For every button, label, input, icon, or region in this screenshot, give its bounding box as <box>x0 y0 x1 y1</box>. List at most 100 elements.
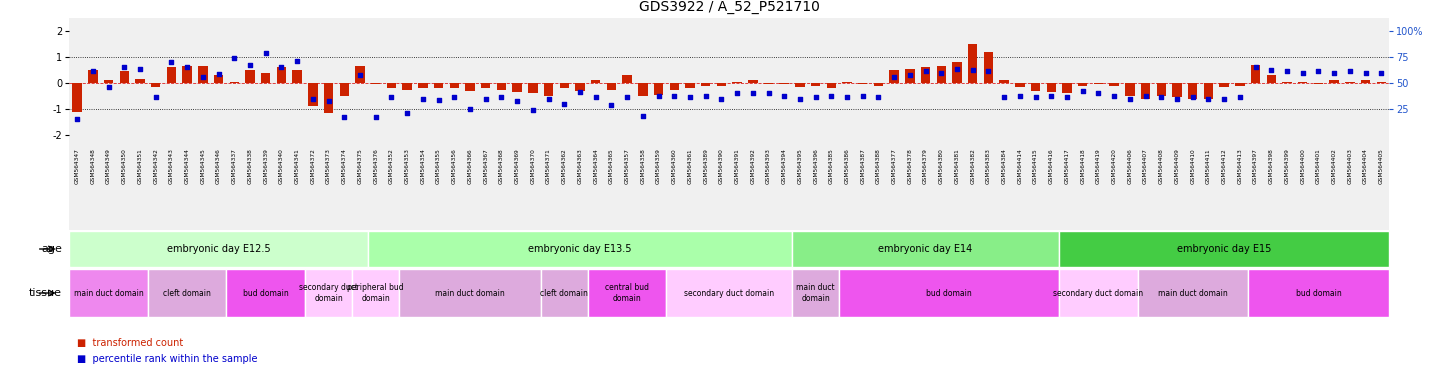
Bar <box>1015 83 1025 87</box>
Bar <box>355 66 365 83</box>
Point <box>679 94 702 100</box>
Text: secondary duct
domain: secondary duct domain <box>299 283 358 303</box>
Text: ■  transformed count: ■ transformed count <box>77 338 183 348</box>
Point <box>1307 68 1330 74</box>
Point <box>1118 96 1141 102</box>
Point <box>631 113 654 119</box>
Bar <box>1346 82 1354 83</box>
Bar <box>812 83 820 86</box>
Text: main duct domain: main duct domain <box>1158 288 1227 298</box>
Bar <box>1060 269 1138 317</box>
Bar <box>700 83 710 86</box>
Point <box>396 110 419 116</box>
Bar <box>182 66 192 83</box>
Bar <box>529 83 537 93</box>
Point <box>1197 96 1220 102</box>
Bar <box>1060 231 1389 267</box>
Text: main duct
domain: main duct domain <box>796 283 835 303</box>
Point <box>1213 96 1236 102</box>
Point <box>836 94 859 100</box>
Point <box>1339 68 1362 74</box>
Point <box>725 90 748 96</box>
Point <box>443 94 466 100</box>
Bar <box>1235 83 1245 86</box>
Point <box>553 101 576 107</box>
Bar <box>368 231 793 267</box>
Bar <box>1298 82 1307 83</box>
Bar <box>305 269 352 317</box>
Bar <box>796 83 804 87</box>
Point <box>412 96 435 102</box>
Text: peripheral bud
domain: peripheral bud domain <box>348 283 404 303</box>
Bar <box>1047 83 1056 92</box>
Bar <box>387 83 396 88</box>
Point <box>788 96 812 102</box>
Bar <box>227 269 305 317</box>
Point <box>898 72 921 78</box>
Bar <box>588 269 666 317</box>
Bar <box>839 269 1060 317</box>
Point <box>1181 94 1204 100</box>
Point <box>741 90 764 96</box>
Point <box>1103 93 1126 99</box>
Bar <box>559 83 569 88</box>
Bar <box>890 70 900 83</box>
Text: tissue: tissue <box>29 288 62 298</box>
Point <box>663 93 686 99</box>
Point <box>930 70 953 76</box>
Text: main duct domain: main duct domain <box>74 288 143 298</box>
Point <box>1008 93 1031 99</box>
Point <box>191 73 214 79</box>
Point <box>458 106 481 112</box>
Point <box>1056 94 1079 100</box>
Text: secondary duct domain: secondary duct domain <box>684 288 774 298</box>
Point <box>882 73 905 79</box>
Bar <box>1109 83 1119 86</box>
Bar <box>1360 80 1370 83</box>
Bar <box>120 71 129 83</box>
Point <box>222 55 245 61</box>
Bar <box>686 83 695 88</box>
Text: embryonic day E15: embryonic day E15 <box>1177 244 1271 254</box>
Point <box>962 67 985 73</box>
Bar <box>748 80 758 83</box>
Bar <box>953 62 962 83</box>
Point <box>490 94 513 100</box>
Bar <box>481 83 491 88</box>
Text: secondary duct domain: secondary duct domain <box>1053 288 1144 298</box>
Bar <box>1248 269 1389 317</box>
Point <box>113 65 136 71</box>
Bar <box>1314 83 1323 84</box>
Text: age: age <box>42 244 62 254</box>
Bar <box>403 83 412 89</box>
Point <box>474 96 497 102</box>
Point <box>914 68 937 74</box>
Point <box>1229 94 1252 100</box>
Bar <box>371 83 380 84</box>
Point <box>851 93 874 99</box>
Bar <box>732 82 742 83</box>
Point <box>129 66 152 72</box>
Point <box>585 94 608 100</box>
Bar <box>72 83 82 112</box>
Bar <box>261 73 270 83</box>
Point <box>1149 94 1173 100</box>
Point <box>505 98 529 104</box>
Bar <box>1125 83 1135 96</box>
Point <box>1259 67 1282 73</box>
Bar <box>339 83 349 96</box>
Text: bud domain: bud domain <box>926 288 972 298</box>
Bar <box>654 83 663 95</box>
Point <box>773 93 796 99</box>
Point <box>1071 88 1095 94</box>
Bar <box>1376 82 1386 83</box>
Bar <box>1141 83 1151 99</box>
Bar <box>104 80 113 83</box>
Point <box>1354 70 1378 76</box>
Bar <box>780 83 788 84</box>
Text: central bud
domain: central bud domain <box>605 283 650 303</box>
Bar <box>497 83 505 89</box>
Text: embryonic day E14: embryonic day E14 <box>878 244 973 254</box>
Point <box>348 72 371 78</box>
Point <box>144 94 168 100</box>
